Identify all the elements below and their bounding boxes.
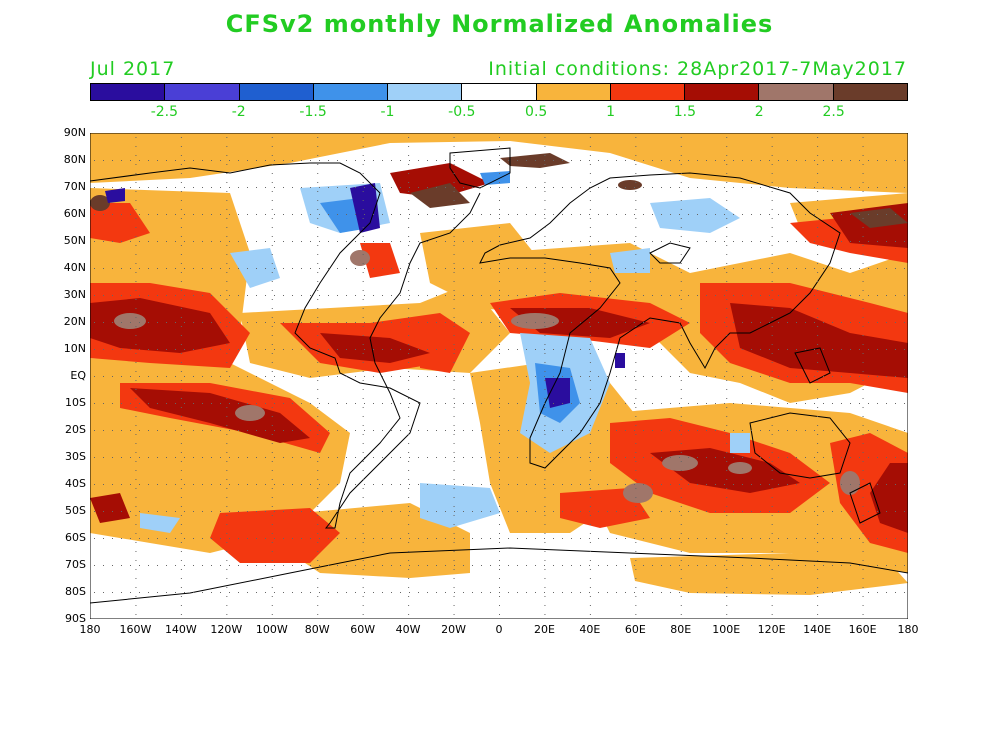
- legend-color-bin: [462, 84, 537, 100]
- latitude-label: 90S: [65, 612, 86, 625]
- latitude-label: 90N: [63, 126, 86, 139]
- longitude-label: 0: [495, 623, 503, 636]
- anomaly-level-3: [90, 153, 908, 228]
- target-month-label: Jul 2017: [90, 58, 176, 80]
- latitude-label: 30N: [63, 288, 86, 301]
- longitude-label: 160E: [848, 623, 877, 636]
- longitude-label: 100E: [712, 623, 741, 636]
- anomaly-map: [89, 132, 909, 620]
- legend-tick-label: 2: [754, 104, 764, 120]
- legend-tick-label: 1: [606, 104, 615, 120]
- legend-color-bin: [165, 84, 240, 100]
- longitude-label: 40W: [395, 623, 421, 636]
- legend-tick-label: 0.5: [525, 104, 548, 120]
- latitude-label: 40S: [65, 477, 86, 490]
- grid-points: [94, 137, 905, 615]
- anomaly-level-minus-2: [105, 183, 625, 408]
- longitude-label: 100W: [255, 623, 288, 636]
- longitude-label: 20W: [441, 623, 466, 636]
- latitude-label: 30S: [65, 450, 86, 463]
- legend-color-bin: [91, 84, 166, 100]
- latitude-label: 60N: [63, 207, 86, 220]
- anomaly-level-2-5: [114, 250, 860, 503]
- legend-color-bin: [610, 84, 686, 100]
- legend-tick-label: -0.5: [448, 104, 476, 120]
- longitude-label: 80E: [670, 623, 692, 636]
- legend-color-bin: [833, 84, 907, 100]
- longitude-label: 120W: [210, 623, 243, 636]
- legend-tick-label: -1: [380, 104, 395, 120]
- legend-color-bin: [388, 84, 463, 100]
- legend-tick-label: -1.5: [299, 104, 327, 120]
- longitude-label: 140W: [164, 623, 197, 636]
- latitude-label: 40N: [63, 261, 86, 274]
- latitude-label: 50N: [63, 234, 86, 247]
- legend-tick-label: 1.5: [673, 104, 697, 120]
- longitude-label: 60E: [624, 623, 646, 636]
- longitude-label: 20E: [533, 623, 555, 636]
- latitude-label: 20N: [63, 315, 86, 328]
- legend-color-bin: [759, 84, 834, 100]
- legend-tick-label: -2: [231, 104, 246, 120]
- longitude-label: 180: [897, 623, 919, 636]
- legend-tick-label: 2.5: [822, 104, 845, 120]
- longitude-label: 80W: [304, 623, 330, 636]
- longitude-label: 40E: [579, 623, 601, 636]
- latitude-label: 80N: [63, 153, 86, 166]
- legend-tick-label: -2.5: [150, 104, 179, 120]
- coastlines: [90, 147, 908, 604]
- longitude-label: 160W: [119, 623, 152, 636]
- color-legend-labels: -2.5 -2 -1.5 -1 -0.5 0.5 1 1.5 2 2.5: [0, 104, 999, 124]
- latitude-label: 20S: [65, 423, 86, 436]
- legend-color-bin: [536, 84, 611, 100]
- latitude-label: 50S: [65, 504, 86, 517]
- legend-color-bin: [313, 84, 389, 100]
- color-legend-bar: [90, 83, 908, 101]
- longitude-label: 60W: [350, 623, 376, 636]
- longitude-label: 180: [79, 623, 101, 636]
- latitude-label: EQ: [70, 369, 86, 382]
- initial-conditions-label: Initial conditions: 28Apr2017-7May2017: [488, 58, 907, 80]
- latitude-label: 60S: [65, 531, 86, 544]
- latitude-label: 10S: [65, 396, 86, 409]
- longitude-label: 140E: [803, 623, 832, 636]
- legend-color-bin: [685, 84, 760, 100]
- legend-color-bin: [239, 84, 314, 100]
- latitude-label: 80S: [65, 585, 86, 598]
- latitude-label: 70S: [65, 558, 86, 571]
- chart-title: CFSv2 monthly Normalized Anomalies: [225, 10, 774, 38]
- longitude-label: 120E: [757, 623, 786, 636]
- latitude-label: 10N: [63, 342, 86, 355]
- latitude-label: 70N: [63, 180, 86, 193]
